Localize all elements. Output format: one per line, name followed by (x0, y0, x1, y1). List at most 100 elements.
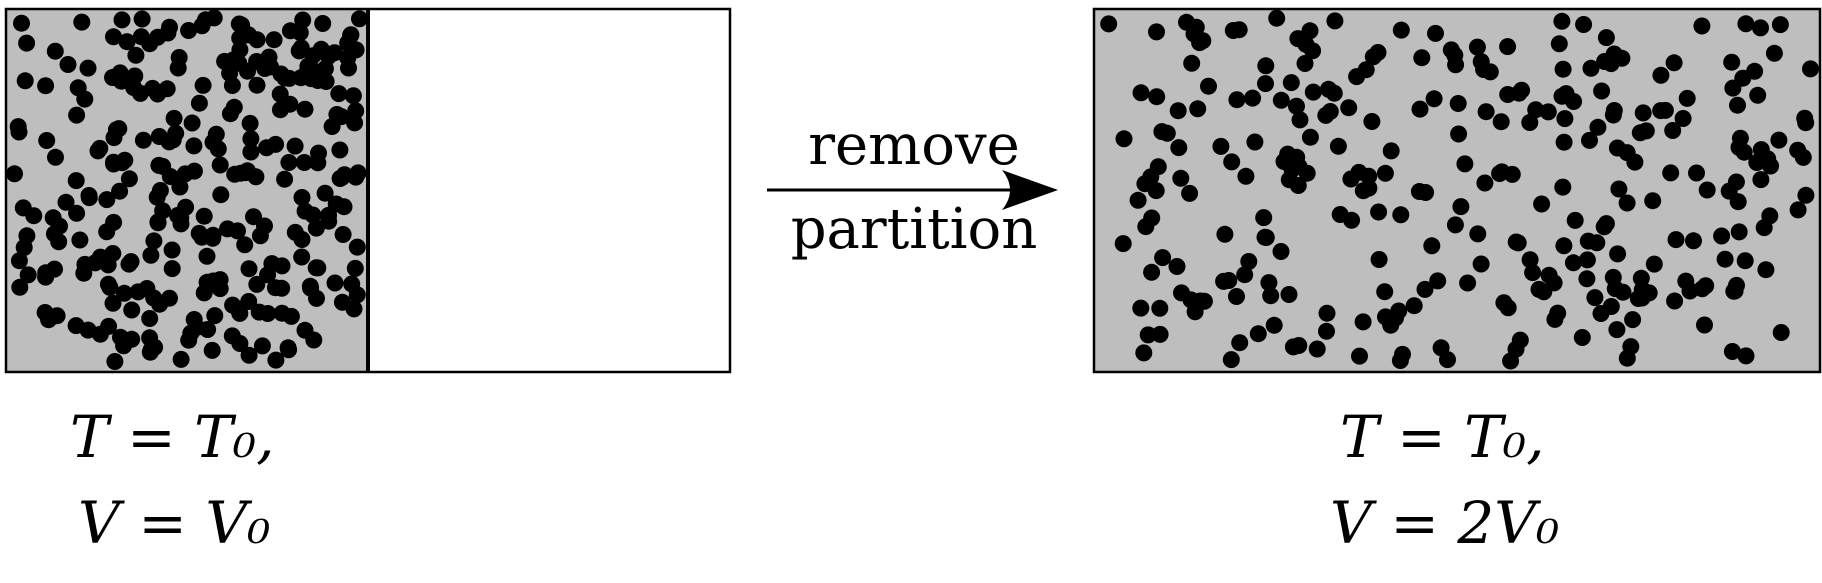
gas-particle (106, 353, 124, 370)
gas-particle (340, 59, 357, 77)
gas-particle (1256, 228, 1274, 246)
gas-particle (1244, 89, 1262, 107)
gas-particle (1216, 225, 1234, 243)
final-container (1092, 7, 1822, 374)
gas-particle (1340, 99, 1358, 117)
gas-particle (273, 304, 291, 322)
gas-particle (1499, 38, 1517, 56)
gas-particle (1698, 181, 1716, 199)
gas-particle (1667, 231, 1685, 249)
gas-particle (1530, 280, 1548, 298)
gas-particle (127, 46, 145, 64)
gas-particle (1597, 29, 1615, 47)
gas-particle (295, 154, 313, 171)
gas-particle (207, 125, 225, 143)
gas-particle (1447, 56, 1465, 74)
gas-particle (1586, 289, 1604, 307)
gas-particle (1279, 145, 1297, 163)
gas-particle (1735, 143, 1753, 161)
gas-particle (263, 255, 281, 273)
gas-particle (1354, 182, 1372, 200)
gas-particle (1153, 123, 1171, 141)
gas-particle (1644, 192, 1662, 210)
gas-particle (132, 28, 150, 46)
gas-particle (10, 252, 28, 270)
gas-particle (38, 132, 56, 149)
gas-particle (1604, 268, 1622, 286)
gas-particle (1265, 316, 1283, 334)
gas-particle (1272, 91, 1290, 109)
gas-particle (16, 72, 34, 90)
final-volume-label: V = 2V₀ (1330, 489, 1560, 557)
gas-particle (1200, 77, 1217, 95)
gas-particle (276, 170, 294, 188)
gas-particle (11, 278, 29, 296)
gas-particle (1139, 326, 1157, 344)
gas-particle (1524, 264, 1542, 282)
gas-particle (1662, 164, 1680, 182)
gas-particle (1713, 227, 1731, 245)
gas-particle (1282, 74, 1300, 92)
gas-particle (111, 182, 129, 200)
gas-particle (68, 204, 86, 222)
gas-particle (1442, 41, 1460, 59)
gas-particle (1789, 201, 1807, 219)
gas-particle (200, 276, 218, 294)
gas-particle (1527, 101, 1545, 119)
gas-particle (190, 224, 208, 242)
gas-particle (1477, 103, 1495, 121)
gas-particle (1411, 100, 1429, 118)
gas-particle (1329, 137, 1347, 155)
gas-particle (1752, 141, 1770, 159)
gas-particle (1343, 211, 1361, 229)
gas-particle (172, 350, 190, 368)
gas-particle (1154, 249, 1172, 267)
gas-particle (67, 317, 85, 335)
gas-particle (1143, 263, 1161, 281)
gas-particle (293, 248, 311, 266)
gas-particle (190, 94, 208, 112)
gas-particle (195, 207, 213, 225)
gas-particle (1578, 251, 1596, 269)
gas-particle (320, 212, 338, 230)
gas-particle (47, 148, 64, 166)
gas-particle (248, 76, 266, 94)
gas-particle (1301, 128, 1319, 146)
gas-particle (1554, 60, 1572, 78)
gas-particle (1170, 139, 1188, 157)
process-label-partition: partition (790, 197, 1038, 262)
gas-particle (1228, 91, 1246, 109)
gas-particle (1215, 272, 1233, 290)
gas-particle (105, 28, 122, 46)
gas-particle (1350, 163, 1368, 181)
gas-particle (1194, 32, 1212, 50)
gas-particle (1729, 96, 1746, 114)
gas-particle (1262, 287, 1280, 305)
gas-particle (1521, 251, 1539, 269)
gas-particle (1100, 15, 1118, 33)
gas-particle (13, 14, 30, 32)
gas-particle (1475, 61, 1493, 78)
gas-particle (1169, 102, 1187, 120)
gas-particle (1789, 141, 1807, 159)
gas-particle (1187, 18, 1205, 36)
gas-particle (248, 31, 266, 49)
gas-particle (172, 215, 190, 233)
gas-particle (79, 59, 97, 77)
gas-particle (280, 341, 298, 359)
gas-particle (1608, 321, 1626, 339)
gas-particle (1363, 113, 1381, 130)
gas-particle (1678, 89, 1696, 107)
gas-particle (1212, 137, 1230, 155)
gas-particle (1652, 102, 1670, 120)
gas-particle (1762, 157, 1780, 175)
gas-particle (118, 33, 136, 51)
gas-particle (1183, 54, 1201, 72)
gas-particle (1427, 24, 1444, 42)
gas-particle (250, 303, 268, 321)
gas-particle (1392, 21, 1410, 39)
gas-particle (163, 260, 181, 278)
gas-particle (1726, 282, 1744, 300)
gas-particle (1618, 194, 1636, 212)
gas-particle (1752, 19, 1769, 37)
